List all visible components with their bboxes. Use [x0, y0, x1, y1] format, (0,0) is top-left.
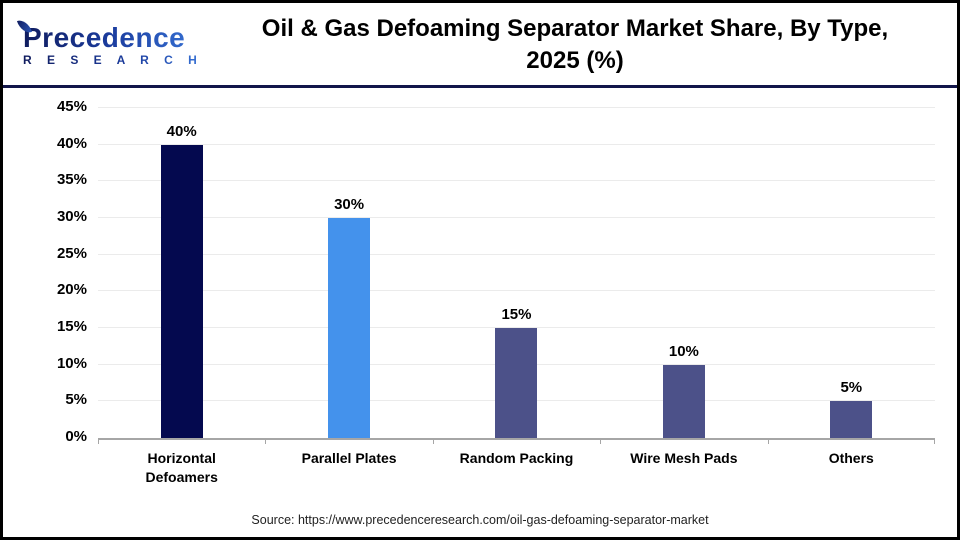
- bar-value-label: 30%: [334, 196, 365, 214]
- source-text: Source: https://www.precedenceresearch.c…: [251, 513, 709, 527]
- y-tick-label: 30%: [56, 208, 87, 226]
- bar-slot: 10%: [600, 108, 767, 438]
- bar-chart: 0% 5% 10% 15% 20% 25% 30% 35% 40% 45% 40% 30% 15% 10…: [3, 88, 957, 507]
- bar: [328, 218, 371, 438]
- bar-slot: 30%: [265, 108, 432, 438]
- bar-value-label: 15%: [501, 306, 532, 324]
- bar-value-label: 40%: [166, 122, 197, 140]
- gridline: [98, 180, 935, 182]
- bar-slot: 5%: [768, 108, 935, 438]
- x-tick-label: Random Packing: [459, 450, 574, 466]
- x-axis-tick: [767, 438, 769, 444]
- bar-slot: 40%: [98, 108, 265, 438]
- bar-value-label: 10%: [668, 342, 699, 360]
- y-tick-label: 10%: [56, 354, 87, 372]
- plot-area: 0% 5% 10% 15% 20% 25% 30% 35% 40% 45% 40% 30% 15% 10…: [57, 99, 935, 444]
- x-axis-tick: [934, 438, 935, 444]
- y-axis: 0% 5% 10% 15% 20% 25% 30% 35% 40% 45%: [3, 99, 87, 444]
- bar: [830, 401, 873, 438]
- y-tick-label: 45%: [56, 98, 87, 115]
- x-axis-tick: [600, 438, 602, 444]
- logo-subtitle: R E S E A R C H: [23, 53, 217, 67]
- y-tick-label: 15%: [56, 318, 87, 336]
- bar-slot: 15%: [433, 108, 600, 438]
- gridline: [98, 327, 935, 328]
- chart-title: Oil & Gas Defoaming Separator Market Sha…: [217, 13, 943, 78]
- footer: Source: https://www.precedenceresearch.c…: [3, 507, 957, 537]
- chart-title-line2: 2025 (%): [526, 47, 624, 74]
- y-tick-label: 40%: [56, 134, 87, 152]
- header-divider: [3, 85, 957, 88]
- x-axis-tick: [265, 438, 267, 444]
- y-tick-label: 5%: [65, 391, 87, 409]
- gridline: [98, 107, 935, 108]
- bar: [495, 328, 538, 438]
- x-axis-tick: [432, 438, 434, 444]
- gridline: [98, 143, 935, 145]
- bar: [160, 144, 203, 438]
- gridline: [98, 290, 935, 292]
- gridline: [98, 253, 935, 255]
- x-tick-label: Parallel Plates: [301, 450, 397, 466]
- precedence-research-logo: Precedence R E S E A R C H: [16, 17, 217, 67]
- chart-title-line1: Oil & Gas Defoaming Separator Market Sha…: [261, 14, 889, 42]
- x-tick-label: Horizontal Defoamers: [145, 450, 218, 485]
- y-tick-label: 20%: [56, 281, 87, 299]
- y-tick-label: 35%: [56, 171, 87, 189]
- x-axis-labels: Horizontal Defoamers Parallel Plates Rando…: [98, 449, 935, 487]
- x-tick-label: Others: [828, 450, 874, 466]
- logo-name: Precedence: [23, 22, 217, 52]
- y-tick-label: 0%: [65, 428, 87, 445]
- bar: [662, 364, 705, 438]
- y-tick-label: 25%: [56, 244, 87, 262]
- x-tick-label: Wire Mesh Pads: [630, 450, 738, 466]
- header: Precedence R E S E A R C H Oil & Gas Def…: [3, 3, 957, 85]
- bar-value-label: 5%: [840, 379, 863, 397]
- gridline: [98, 217, 935, 218]
- x-axis-tick: [98, 438, 99, 444]
